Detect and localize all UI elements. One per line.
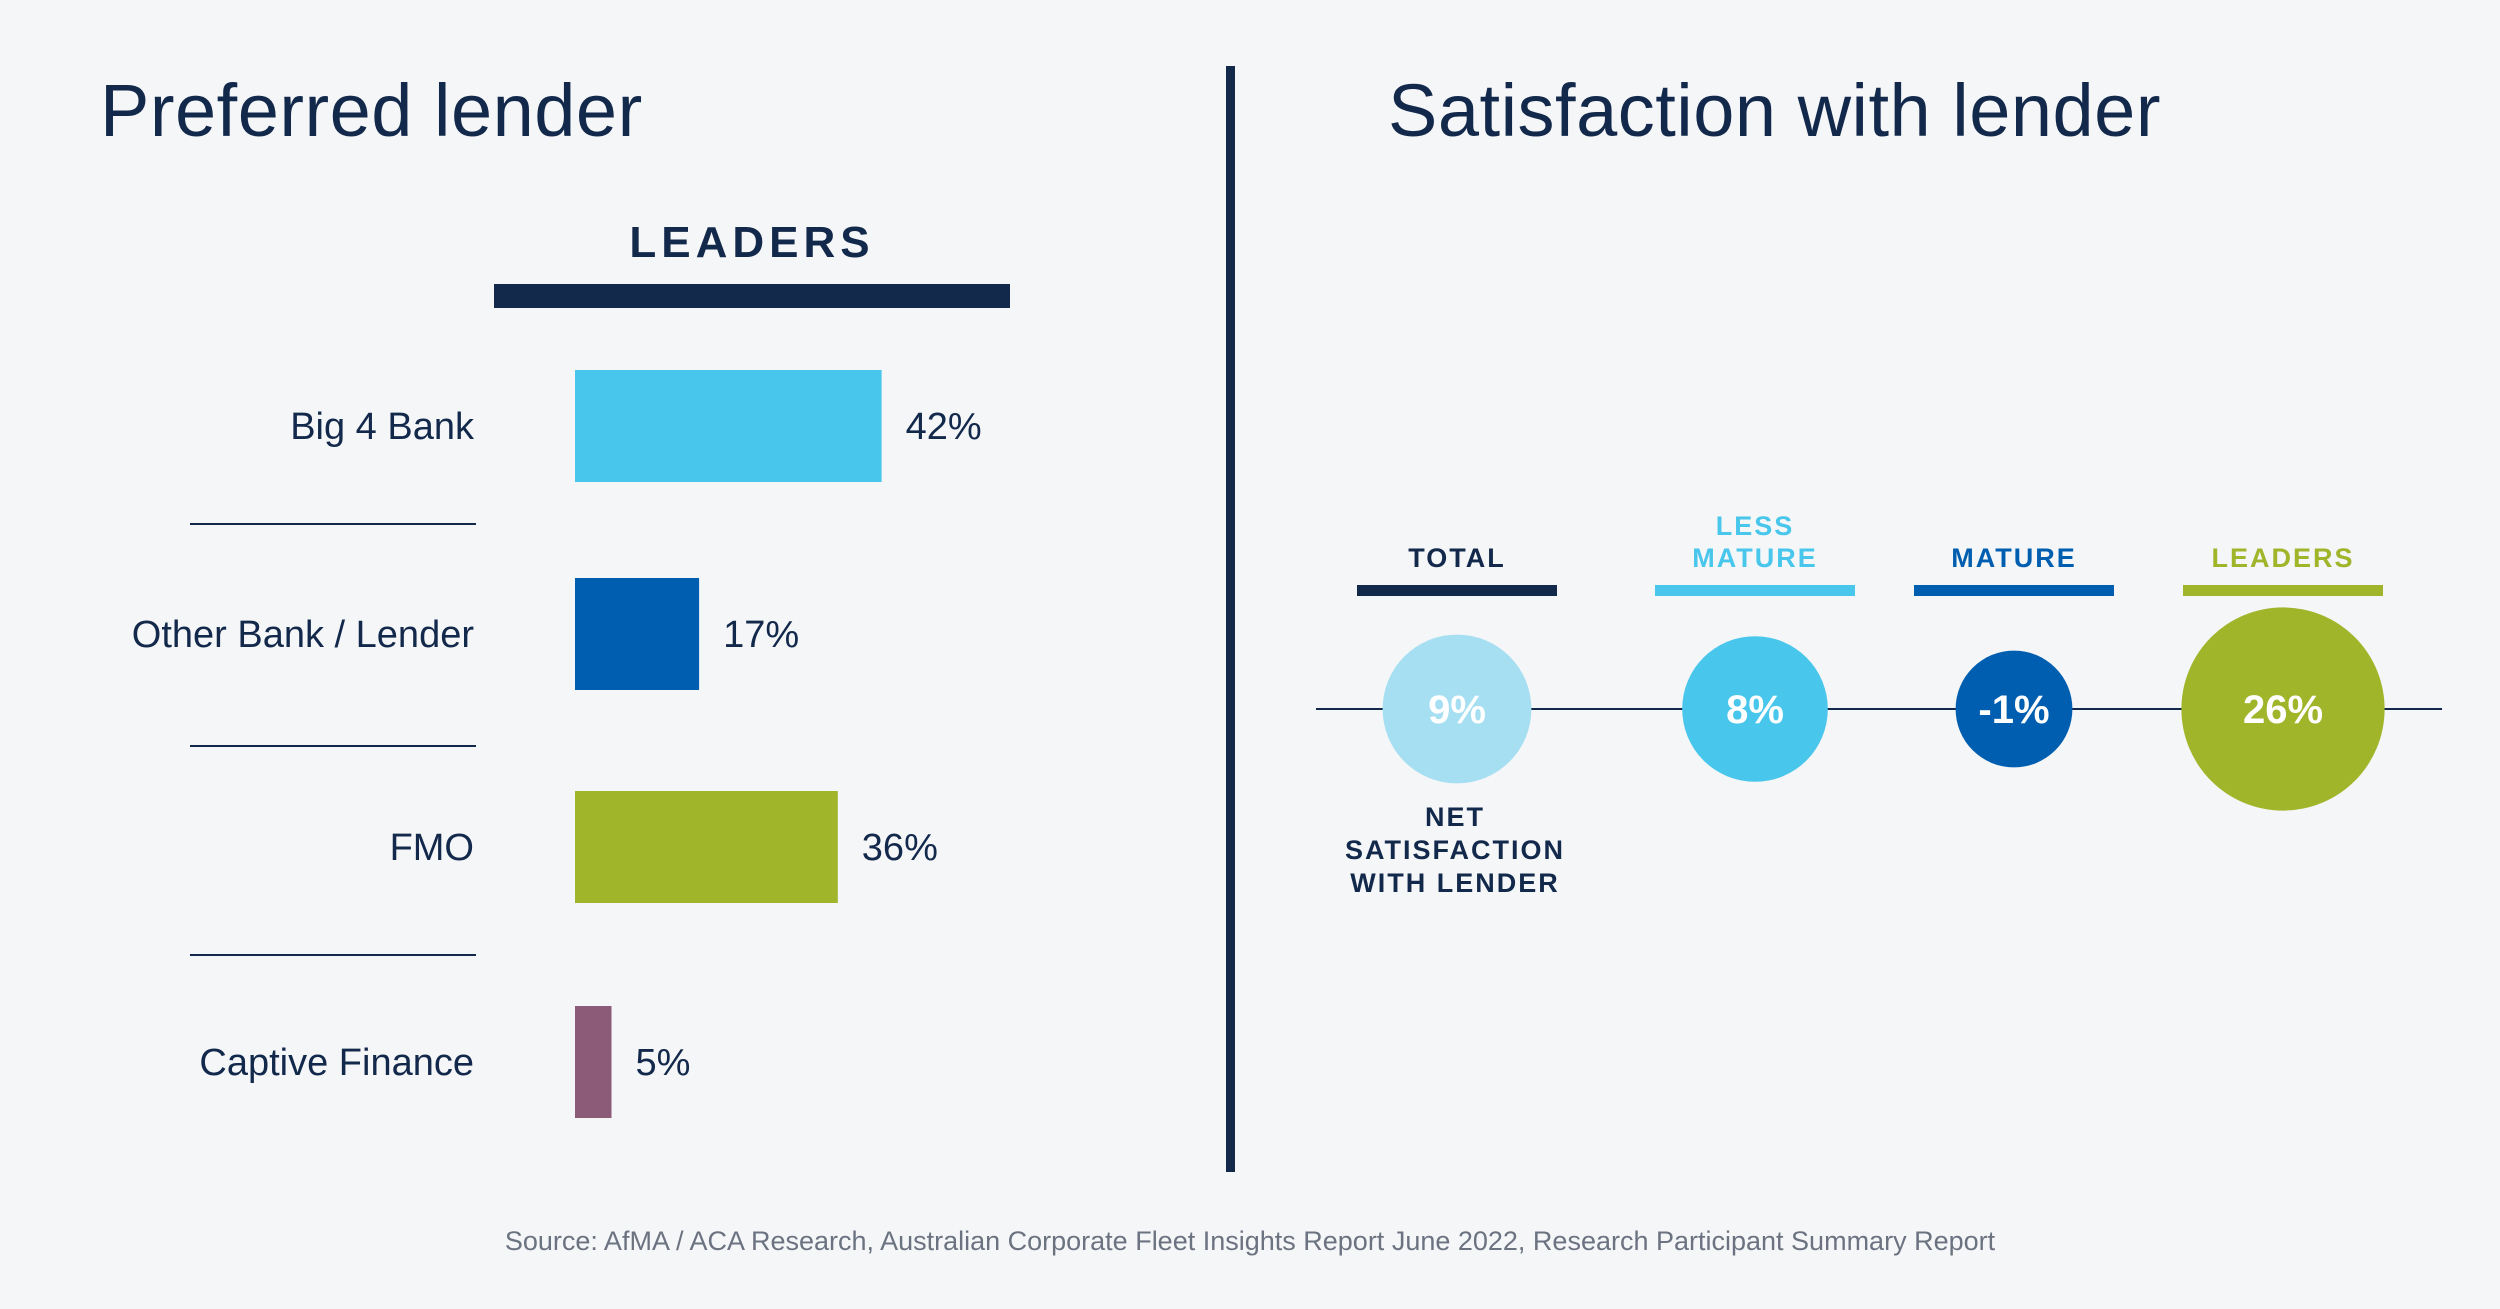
segment-rule: [1914, 585, 2114, 596]
bubble-value-label: 26%: [2243, 688, 2323, 732]
net-satisfaction-label: WITH LENDER: [1350, 868, 1559, 898]
satisfaction-bubble: [1382, 634, 1532, 784]
segment-rule: [2183, 585, 2383, 596]
leaders-group-rule: [494, 284, 1010, 308]
net-satisfaction-chart: TOTAL9%LESSMATURE8%MATURE-1%LEADERS26%NE…: [1316, 511, 2442, 898]
leaders-group-label: LEADERS: [629, 218, 875, 267]
satisfaction-bubble: [2181, 607, 2385, 811]
bar: [575, 1006, 612, 1118]
bar-value-label: 5%: [636, 1042, 691, 1084]
category-label: Captive Finance: [199, 1042, 474, 1084]
net-satisfaction-label: NET: [1425, 802, 1485, 832]
preferred-lender-title: Preferred lender: [100, 69, 643, 152]
bar: [575, 370, 882, 482]
segment-label: TOTAL: [1408, 543, 1506, 573]
satisfaction-bubble: [1682, 636, 1828, 782]
bubble-value-label: -1%: [1978, 688, 2049, 732]
bar-value-label: 36%: [862, 827, 938, 869]
bar-value-label: 42%: [906, 406, 982, 448]
source-note: Source: AfMA / ACA Research, Australian …: [504, 1226, 1996, 1256]
segment-label: MATURE: [1692, 543, 1817, 573]
segment-label: LESS: [1716, 511, 1795, 541]
category-label: FMO: [390, 827, 474, 869]
satisfaction-title: Satisfaction with lender: [1388, 69, 2161, 152]
panel-divider: [1226, 66, 1235, 1172]
net-satisfaction-label: SATISFACTION: [1345, 835, 1565, 865]
segment-label: LEADERS: [2211, 543, 2354, 573]
bar: [575, 791, 838, 903]
bar: [575, 578, 700, 690]
segment-label: MATURE: [1951, 543, 2076, 573]
bubble-value-label: 8%: [1726, 688, 1784, 732]
bubble-value-label: 9%: [1428, 688, 1486, 732]
segment-rule: [1655, 585, 1855, 596]
preferred-lender-bar-chart: Big 4 Bank 42% Other Bank / Lender 17% FMO 36…: [132, 370, 982, 1118]
segment-rule: [1357, 585, 1557, 596]
bar-value-label: 17%: [723, 614, 799, 656]
satisfaction-bubble: [1955, 650, 2073, 768]
category-label: Big 4 Bank: [290, 406, 475, 448]
category-label: Other Bank / Lender: [132, 614, 475, 656]
